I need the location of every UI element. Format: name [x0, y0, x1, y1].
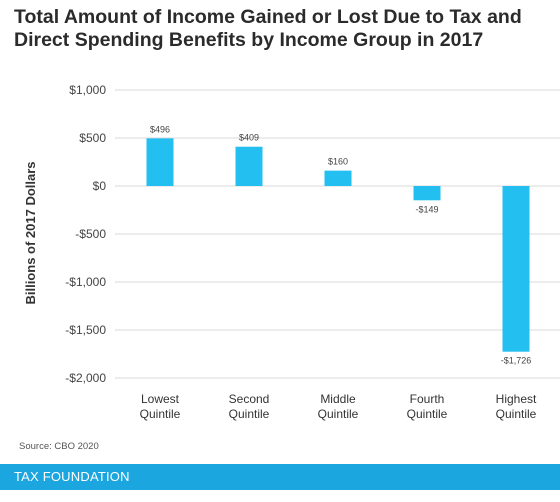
y-tick-label: $0	[93, 179, 107, 193]
category-label: Quintile	[229, 407, 270, 421]
y-axis-label: Billions of 2017 Dollars	[23, 161, 38, 304]
y-tick-label: -$2,000	[65, 371, 106, 385]
category-label: Highest	[496, 392, 537, 406]
y-tick-label: $1,000	[69, 83, 106, 97]
footer-brand: TAX FOUNDATION	[14, 469, 130, 484]
category-label: Quintile	[407, 407, 448, 421]
data-label: -$1,726	[501, 356, 532, 366]
bar	[146, 138, 174, 186]
data-label: $160	[328, 157, 348, 167]
category-label: Lowest	[141, 392, 180, 406]
bar	[413, 186, 441, 201]
source-note: Source: CBO 2020	[19, 441, 99, 452]
category-label: Fourth	[410, 392, 445, 406]
chart-title: Total Amount of Income Gained or Lost Du…	[14, 6, 522, 51]
data-label: -$149	[415, 204, 438, 214]
bar	[235, 146, 263, 186]
data-label: $409	[239, 133, 259, 143]
category-label: Quintile	[318, 407, 359, 421]
y-tick-label: -$500	[75, 227, 106, 241]
y-tick-label: -$1,000	[65, 275, 106, 289]
bar	[502, 186, 530, 352]
y-tick-label: -$1,500	[65, 323, 106, 337]
bar	[324, 170, 352, 186]
bar-chart: $1,000 $500 $0 -$500 -$1,000 -$1,500 -$2,000 Bi…	[23, 83, 560, 421]
category-label: Quintile	[496, 407, 537, 421]
category-label: Quintile	[140, 407, 181, 421]
category-label: Second	[229, 392, 270, 406]
category-label: Middle	[320, 392, 356, 406]
y-tick-label: $500	[79, 131, 106, 145]
footer-bar: TAX FOUNDATION	[0, 464, 560, 490]
data-label: $496	[150, 124, 170, 134]
